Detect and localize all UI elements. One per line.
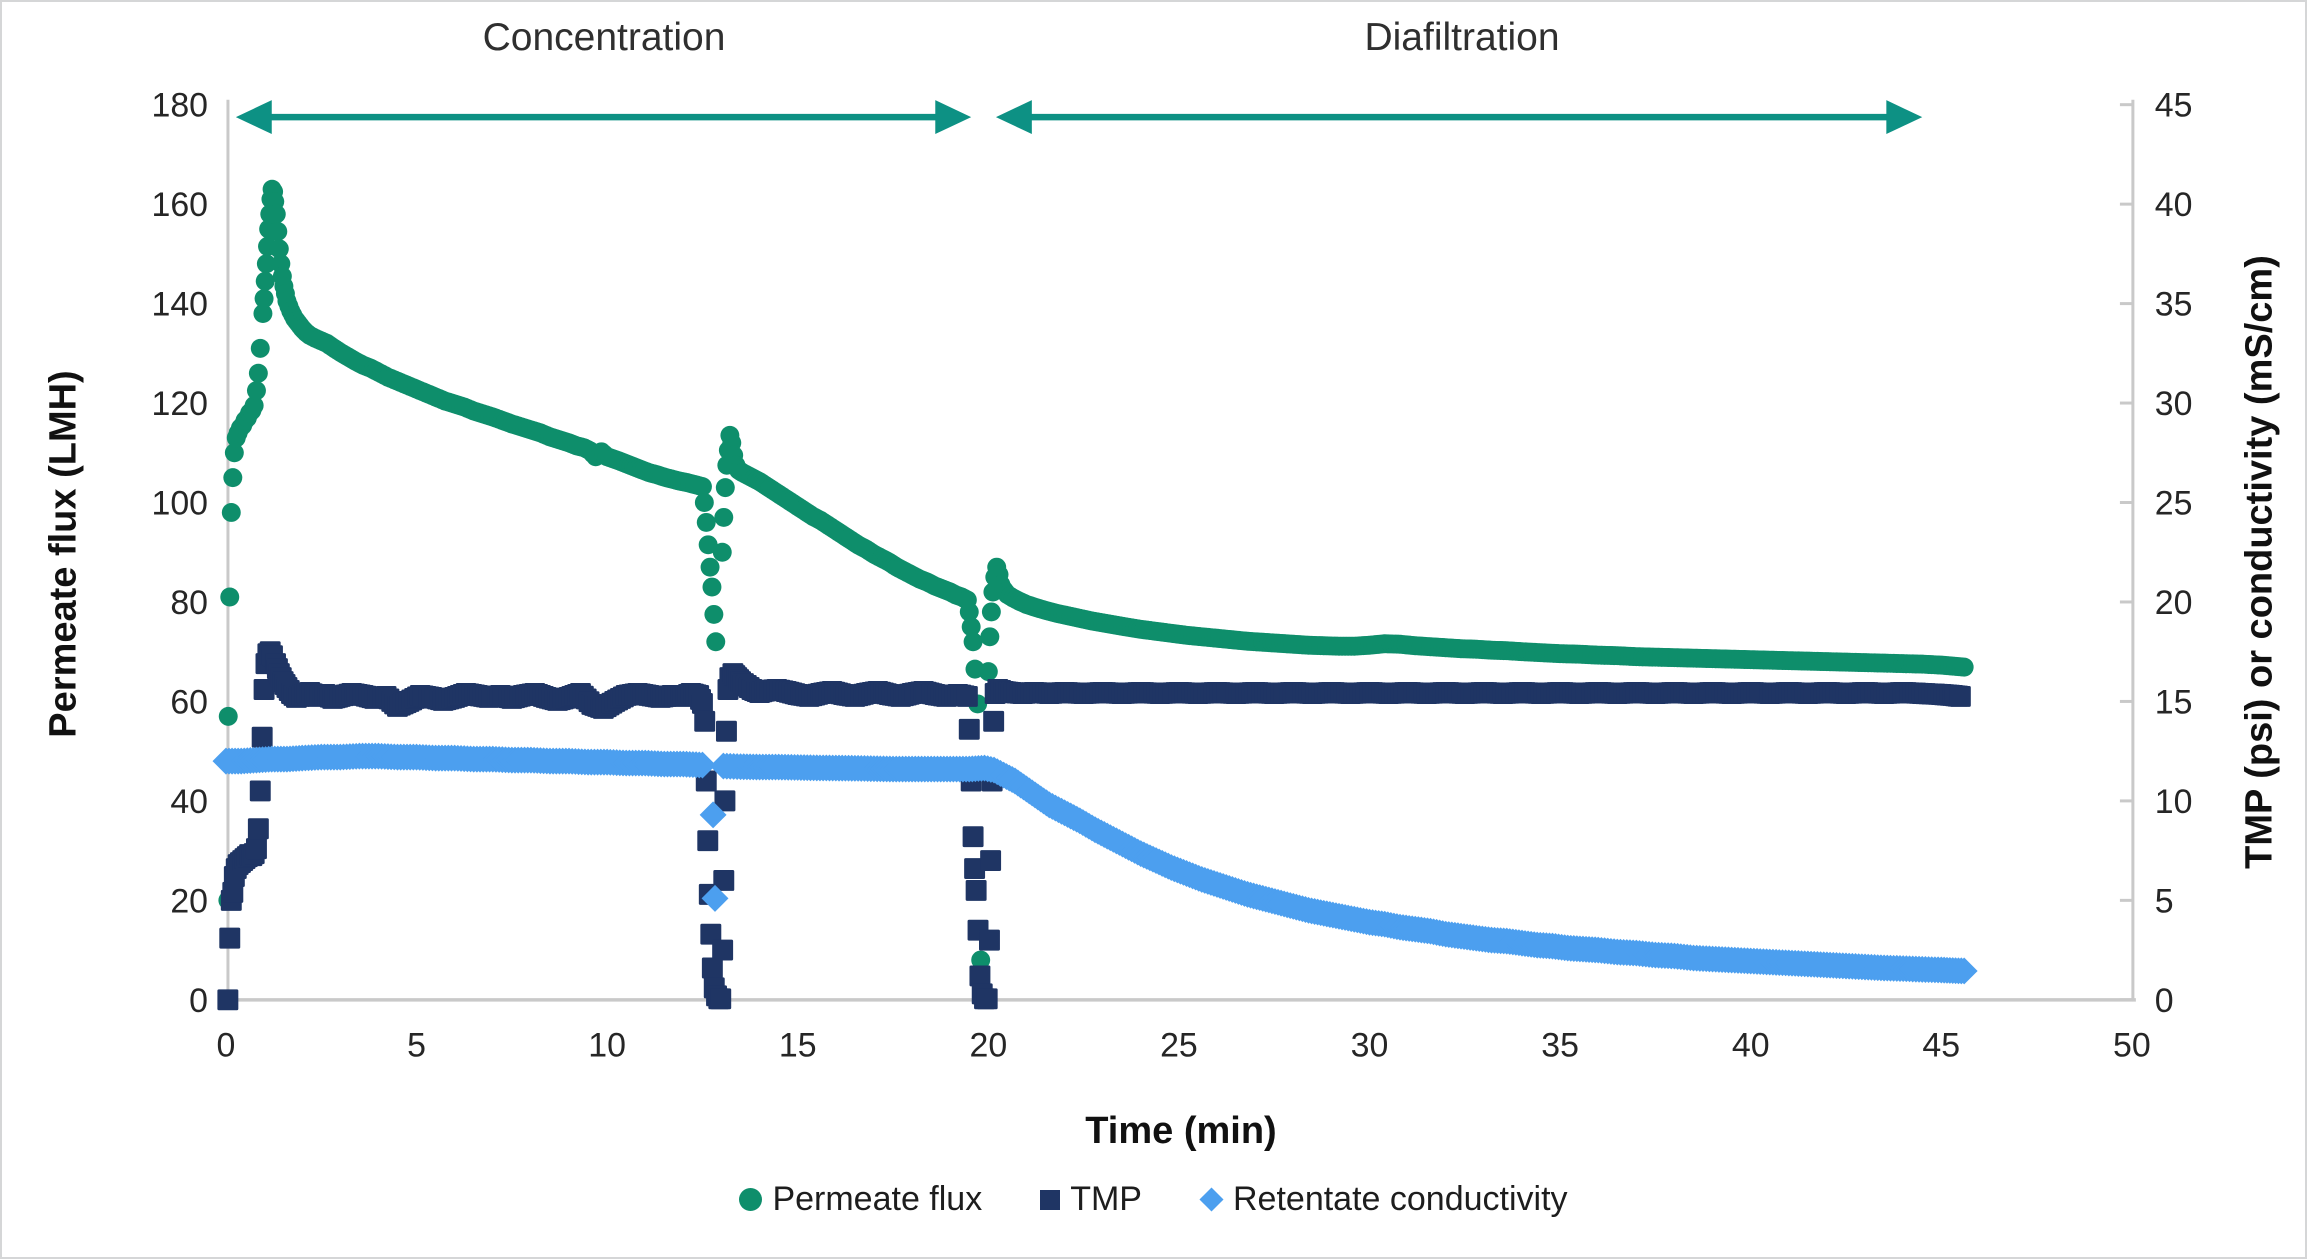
svg-text:0: 0	[189, 982, 208, 1020]
svg-text:25: 25	[1160, 1027, 1198, 1065]
chart-legend: Permeate flux TMP Retentate conductivity	[2, 1180, 2305, 1219]
svg-text:45: 45	[2155, 87, 2193, 125]
svg-text:10: 10	[588, 1027, 626, 1065]
svg-text:160: 160	[151, 186, 208, 224]
legend-label-retentate-conductivity: Retentate conductivity	[1233, 1180, 1568, 1218]
svg-text:35: 35	[1541, 1027, 1579, 1065]
svg-text:140: 140	[151, 286, 208, 324]
svg-text:20: 20	[170, 882, 208, 920]
svg-text:120: 120	[151, 385, 208, 423]
permeate-flux-circle-icon	[739, 1188, 763, 1211]
legend-label-permeate-flux: Permeate flux	[772, 1180, 983, 1218]
svg-text:40: 40	[2155, 186, 2193, 224]
svg-text:45: 45	[1922, 1027, 1960, 1065]
svg-text:20: 20	[2155, 584, 2193, 622]
phase-label-diafiltration: Diafiltration	[1364, 16, 1560, 59]
svg-text:10: 10	[2155, 783, 2193, 821]
svg-text:60: 60	[170, 683, 208, 721]
legend-label-tmp: TMP	[1070, 1180, 1142, 1218]
svg-text:100: 100	[151, 484, 208, 522]
svg-text:40: 40	[1732, 1027, 1770, 1065]
phase-arrows	[235, 100, 1923, 135]
svg-text:25: 25	[2155, 484, 2193, 522]
svg-text:35: 35	[2155, 286, 2193, 324]
legend-item-permeate-flux: Permeate flux	[739, 1180, 982, 1219]
series-permeate-flux	[218, 179, 1974, 970]
svg-text:40: 40	[170, 783, 208, 821]
legend-item-tmp: TMP	[1040, 1180, 1142, 1219]
svg-text:0: 0	[2155, 982, 2174, 1020]
phase-label-concentration: Concentration	[482, 16, 726, 59]
svg-text:180: 180	[151, 87, 208, 125]
tick-labels: 0 5 10 15 20 25 30 35 40 45 5002040608010012014016…	[151, 87, 2192, 1065]
svg-text:50: 50	[2113, 1027, 2151, 1065]
retentate-conductivity-diamond-icon	[1199, 1187, 1224, 1212]
y-right-axis-title: TMP (psi) or conductivity (mS/cm)	[2238, 255, 2281, 869]
series-retentate-conductivity	[212, 742, 1978, 985]
svg-text:15: 15	[2155, 683, 2193, 721]
svg-text:20: 20	[969, 1027, 1007, 1065]
svg-text:15: 15	[779, 1027, 817, 1065]
tmp-square-icon	[1040, 1189, 1061, 1210]
svg-text:30: 30	[2155, 385, 2193, 423]
svg-text:80: 80	[170, 584, 208, 622]
svg-text:30: 30	[1351, 1027, 1389, 1065]
y-left-axis-title: Permeate flux (LMH)	[42, 370, 85, 738]
x-axis-title: Time (min)	[1085, 1110, 1277, 1152]
axes	[221, 99, 2136, 1002]
legend-item-retentate-conductivity: Retentate conductivity	[1199, 1180, 1568, 1219]
svg-text:5: 5	[407, 1027, 426, 1065]
svg-text:5: 5	[2155, 882, 2174, 920]
svg-text:0: 0	[217, 1027, 236, 1065]
